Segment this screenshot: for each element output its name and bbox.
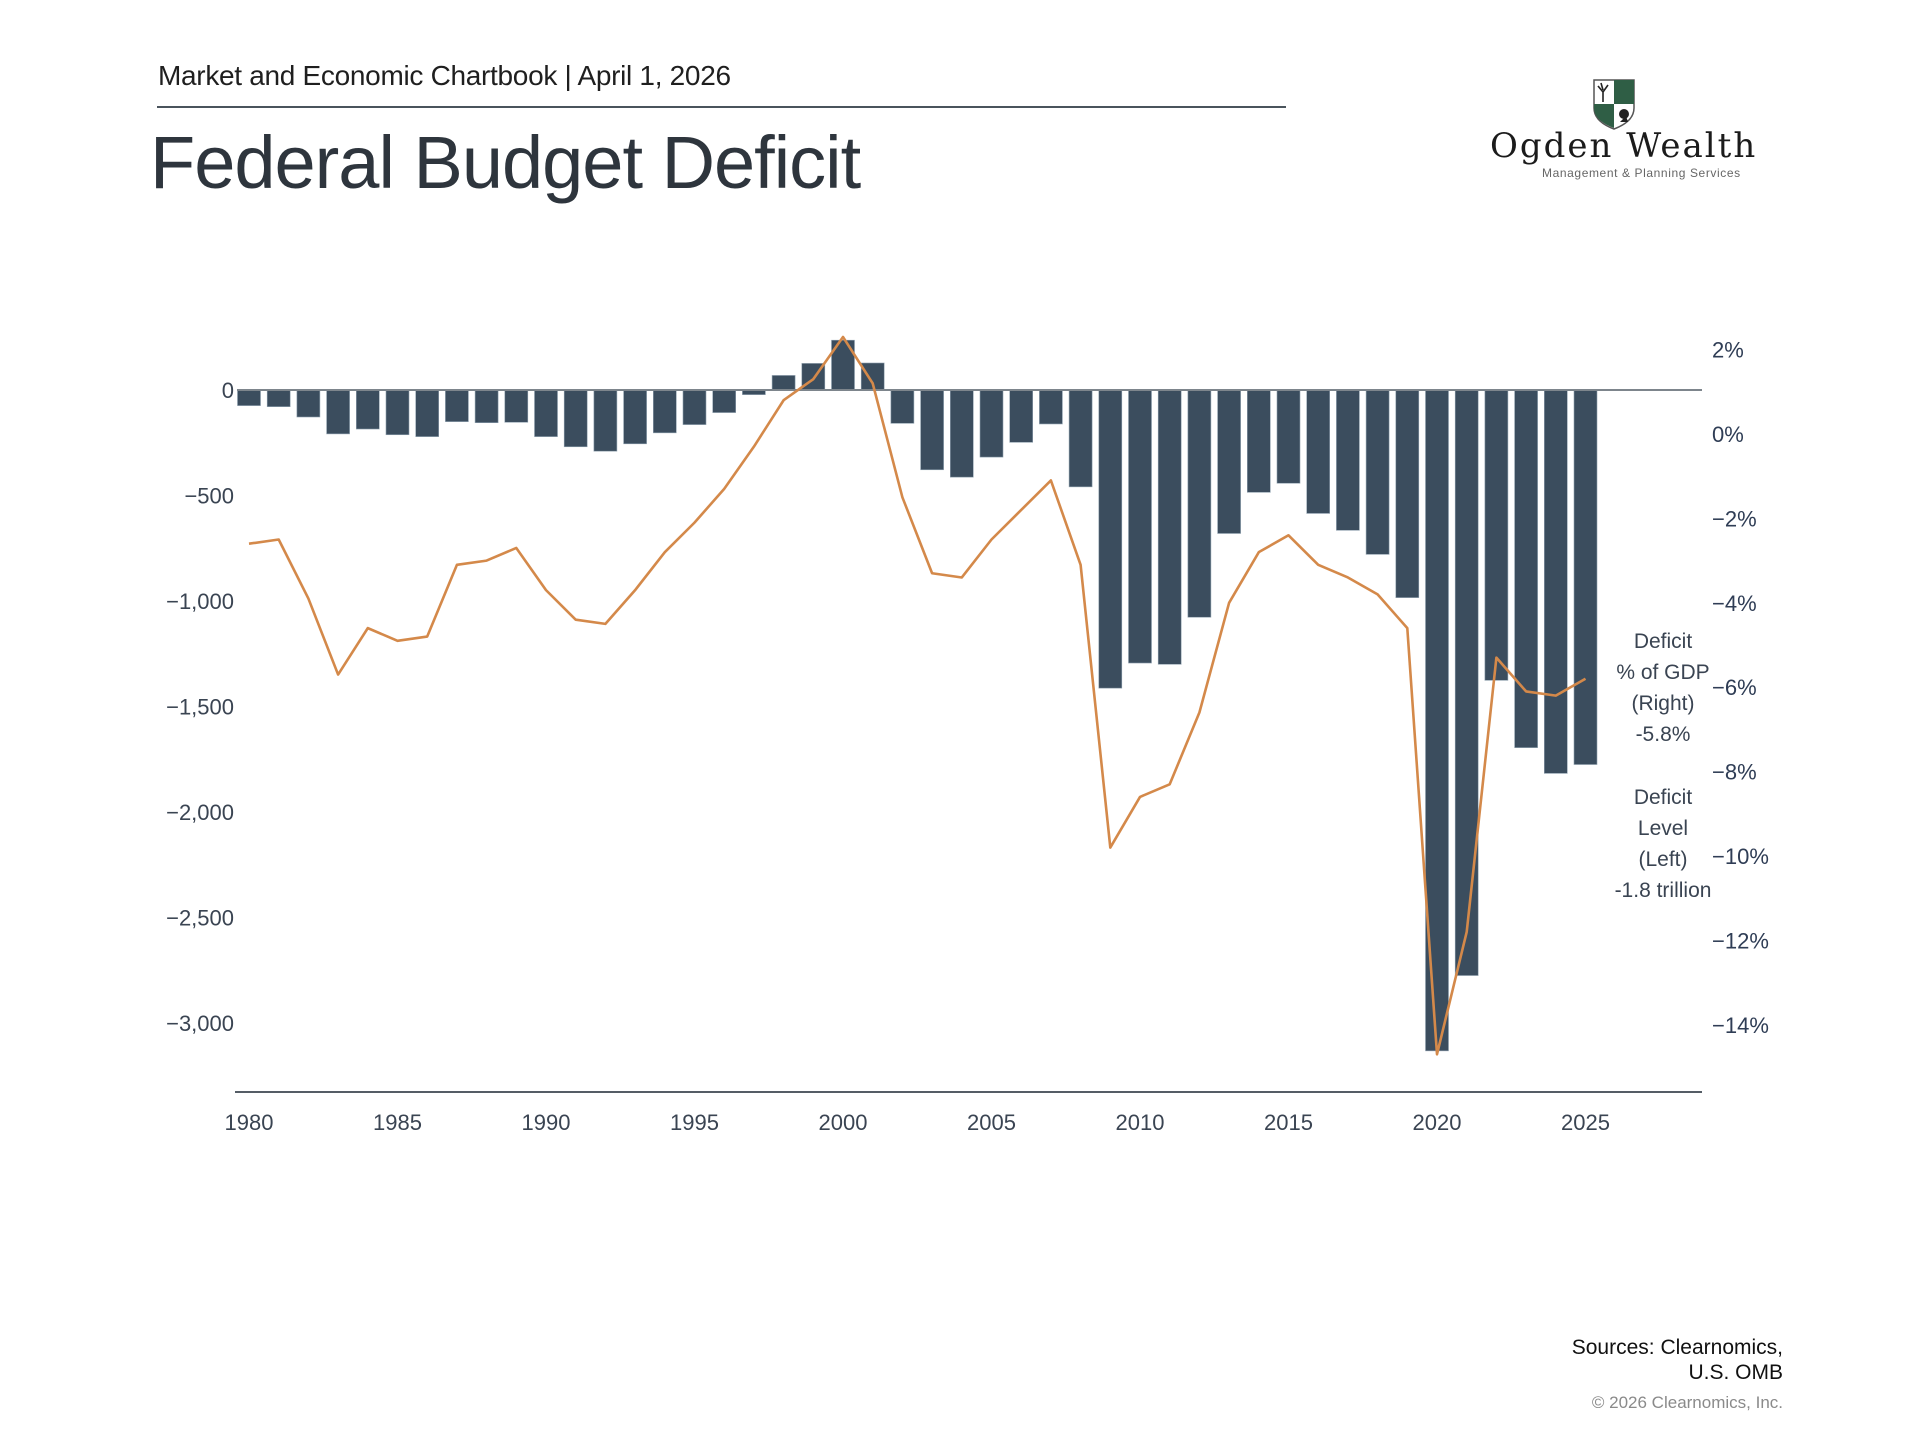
x-tick-label: 1995 bbox=[670, 1110, 719, 1135]
x-tick-label: 2010 bbox=[1116, 1110, 1165, 1135]
copyright: © 2026 Clearnomics, Inc. bbox=[1591, 1393, 1783, 1412]
bar-1981 bbox=[266, 389, 291, 407]
bar-2011 bbox=[1157, 389, 1182, 665]
bar-2003 bbox=[920, 389, 944, 471]
bar-2022 bbox=[1484, 389, 1509, 681]
bar-1985 bbox=[385, 389, 410, 436]
right-tick-label: −6% bbox=[1712, 675, 1757, 700]
bar-2019 bbox=[1395, 389, 1420, 598]
bar-2016 bbox=[1306, 389, 1330, 514]
sources-note: Sources: Clearnomics, U.S. OMB bbox=[1572, 1335, 1783, 1385]
bar-2012 bbox=[1187, 389, 1212, 618]
annotations: Deficit % of GDP (Right) -5.8% Deficit Level (… bbox=[1615, 630, 1712, 902]
header-divider bbox=[157, 106, 1286, 108]
company-logo: Ogden Wealth Management & Planning Servi… bbox=[1480, 76, 1770, 186]
right-tick-label: −12% bbox=[1712, 928, 1769, 953]
bar-2015 bbox=[1276, 389, 1301, 484]
bar-1982 bbox=[296, 389, 321, 418]
logo-tagline: Management & Planning Services bbox=[1542, 166, 1741, 180]
bar-2004 bbox=[949, 389, 974, 478]
annotation-gdp-percent: -5.8% bbox=[1636, 723, 1691, 746]
bar-2007 bbox=[1039, 389, 1063, 425]
annotation-deficit-level: -1.8 trillion bbox=[1615, 879, 1712, 902]
right-tick-label: −2% bbox=[1712, 506, 1757, 531]
chartbook-header: Market and Economic Chartbook | April 1,… bbox=[158, 60, 731, 91]
right-tick-label: −4% bbox=[1712, 591, 1757, 616]
right-tick-label: 0% bbox=[1712, 422, 1744, 447]
left-tick-label: −2,500 bbox=[166, 906, 234, 931]
x-tick-label: 2020 bbox=[1413, 1110, 1462, 1135]
x-tick-label: 1990 bbox=[522, 1110, 571, 1135]
bar-2009 bbox=[1098, 389, 1123, 689]
bar-1989 bbox=[504, 389, 529, 423]
shield-crest-icon bbox=[1593, 79, 1635, 130]
bar-2005 bbox=[979, 389, 1004, 458]
annotation-gdp-percent: % of GDP bbox=[1616, 661, 1709, 684]
x-tick-label: 2000 bbox=[819, 1110, 868, 1135]
annotation-gdp-percent: (Right) bbox=[1631, 692, 1694, 715]
bar-2017 bbox=[1336, 389, 1360, 531]
right-tick-label: −14% bbox=[1712, 1013, 1769, 1038]
bar-1980 bbox=[237, 389, 261, 406]
line-series bbox=[248, 335, 1587, 1056]
right-tick-label: −8% bbox=[1712, 760, 1757, 785]
bar-1996 bbox=[712, 389, 737, 413]
bar-1987 bbox=[445, 389, 469, 422]
bar-2018 bbox=[1365, 389, 1390, 555]
gdp-percent-line bbox=[248, 335, 1587, 1056]
bar-2010 bbox=[1128, 389, 1152, 664]
x-tick-label: 2025 bbox=[1561, 1110, 1610, 1135]
sources-line-2: U.S. OMB bbox=[1688, 1361, 1783, 1384]
left-tick-label: 0 bbox=[222, 378, 234, 403]
left-tick-label: −500 bbox=[184, 484, 234, 509]
bar-series bbox=[237, 339, 1598, 1052]
left-tick-label: −1,000 bbox=[166, 589, 234, 614]
bar-1995 bbox=[682, 389, 707, 425]
left-tick-label: −1,500 bbox=[166, 695, 234, 720]
bar-2013 bbox=[1217, 389, 1241, 534]
left-tick-label: −2,000 bbox=[166, 800, 234, 825]
bar-1992 bbox=[593, 389, 618, 452]
x-tick-label: 2015 bbox=[1264, 1110, 1313, 1135]
axes bbox=[235, 389, 1702, 1093]
annotation-deficit-level: Deficit bbox=[1634, 786, 1693, 809]
bar-2025 bbox=[1573, 389, 1598, 765]
bar-2024 bbox=[1544, 389, 1568, 774]
bar-2023 bbox=[1514, 389, 1538, 748]
bar-2008 bbox=[1068, 389, 1093, 488]
bar-1994 bbox=[652, 389, 677, 434]
sources-line-1: Sources: Clearnomics, bbox=[1571, 1336, 1783, 1359]
left-tick-label: −3,000 bbox=[166, 1011, 234, 1036]
bar-2006 bbox=[1009, 389, 1034, 443]
bar-1983 bbox=[326, 389, 350, 435]
bar-1984 bbox=[355, 389, 380, 430]
bar-1998 bbox=[771, 375, 796, 391]
annotation-gdp-percent: Deficit bbox=[1634, 630, 1693, 653]
bar-2002 bbox=[890, 389, 915, 424]
x-tick-label: 2005 bbox=[967, 1110, 1016, 1135]
bar-1991 bbox=[563, 389, 588, 448]
page-title: Federal Budget Deficit bbox=[150, 121, 861, 204]
annotation-deficit-level: (Left) bbox=[1638, 848, 1687, 871]
bar-2014 bbox=[1247, 389, 1271, 493]
x-tick-label: 1985 bbox=[373, 1110, 422, 1135]
annotation-deficit-level: Level bbox=[1638, 817, 1688, 840]
logo-name: Ogden Wealth bbox=[1490, 126, 1758, 166]
bar-1988 bbox=[474, 389, 499, 424]
bar-1990 bbox=[534, 389, 558, 437]
bar-2021 bbox=[1454, 389, 1479, 976]
bar-1986 bbox=[415, 389, 440, 437]
bar-1993 bbox=[623, 389, 647, 445]
x-tick-label: 1980 bbox=[225, 1110, 274, 1135]
tick-labels: 0 −500 −1,000 −1,500 −2,000 −2,500 −3,000 2% 0% −… bbox=[166, 338, 1769, 1135]
right-tick-label: 2% bbox=[1712, 338, 1744, 363]
right-tick-label: −10% bbox=[1712, 844, 1769, 869]
